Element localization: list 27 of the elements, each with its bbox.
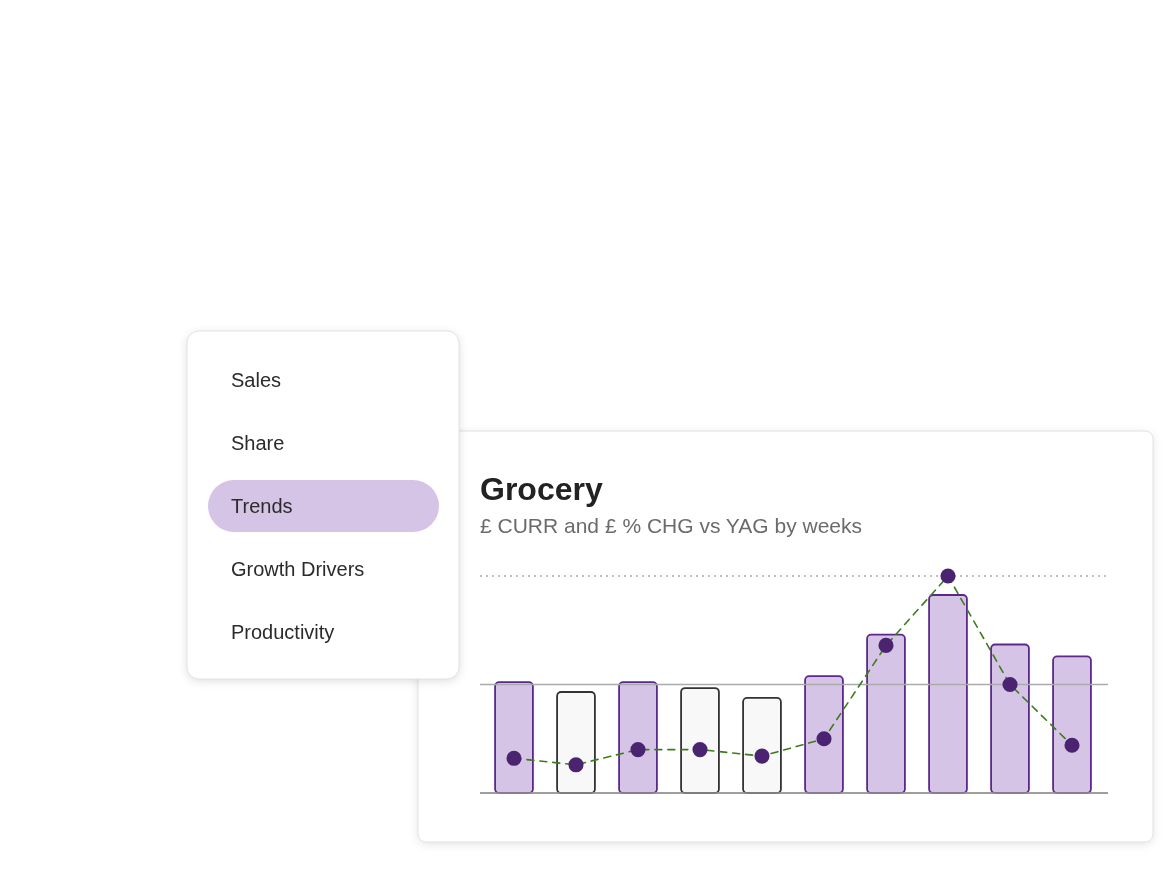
category-label: Trends — [231, 495, 293, 517]
chart-subtitle: £ CURR and £ % CHG vs YAG by weeks — [480, 514, 863, 537]
chart-title: Grocery — [480, 471, 603, 507]
category-label: Sales — [231, 369, 282, 391]
bar — [866, 633, 906, 794]
point — [506, 750, 522, 766]
bar — [928, 594, 968, 794]
bar — [742, 697, 782, 794]
bar — [990, 643, 1030, 794]
bar — [494, 681, 534, 794]
point — [692, 742, 708, 758]
bar — [618, 681, 658, 794]
bar — [680, 687, 720, 794]
point — [630, 742, 646, 758]
point — [1002, 676, 1018, 693]
bar — [556, 691, 596, 794]
category-label: Growth Drivers — [231, 558, 365, 580]
bar — [804, 675, 844, 794]
point — [878, 637, 894, 653]
point — [754, 748, 770, 764]
point — [1064, 737, 1080, 753]
point — [940, 568, 956, 584]
point — [568, 757, 584, 773]
bar — [1052, 655, 1092, 794]
point — [816, 731, 832, 747]
category-label: Productivity — [231, 621, 335, 643]
category-label: Share — [231, 432, 285, 454]
